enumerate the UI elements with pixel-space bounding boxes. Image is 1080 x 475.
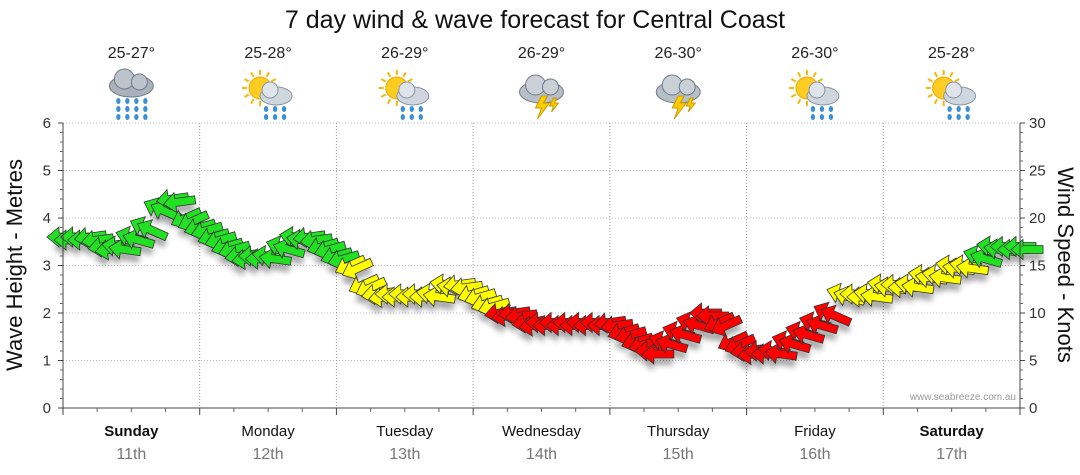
day-date: 17th — [936, 446, 967, 463]
temperature-range: 25-27° — [108, 45, 155, 62]
left-tick-label: 0 — [43, 400, 51, 417]
day-date: 14th — [526, 446, 557, 463]
day-date: 16th — [799, 446, 830, 463]
temperature-range: 26-30° — [791, 45, 838, 62]
wind-arrow — [136, 219, 169, 242]
sun-rain-icon — [788, 70, 840, 120]
day-name: Thursday — [647, 423, 710, 440]
right-tick-label: 5 — [1029, 353, 1037, 370]
temperature-range: 26-30° — [655, 45, 702, 62]
grid-lines — [63, 122, 1020, 408]
wind-arrow — [162, 191, 197, 214]
temperature-range: 25-28° — [928, 45, 975, 62]
left-tick-label: 2 — [43, 305, 51, 322]
day-name: Saturday — [920, 423, 985, 440]
storm-icon — [519, 74, 564, 120]
wind-arrow — [1010, 238, 1044, 261]
day-name: Sunday — [104, 423, 159, 440]
chart-title: 7 day wind & wave forecast for Central C… — [285, 6, 785, 34]
right-axis-label: Wind Speed - Knots — [1053, 167, 1078, 363]
wind-arrows — [46, 188, 1044, 366]
temperature-range: 26-29° — [518, 45, 565, 62]
axes: 0 1 2 3 4 5 6 0 5 10 15 20 25 30 — [43, 115, 1046, 417]
left-tick-label: 5 — [43, 163, 51, 180]
wind-arrow — [641, 343, 675, 365]
storm-icon — [655, 74, 701, 120]
sun-rain-icon — [378, 70, 430, 120]
day-date: 12th — [253, 446, 284, 463]
rain-cloud-icon — [108, 68, 154, 120]
left-tick-label: 4 — [43, 210, 51, 227]
wind-arrow — [341, 257, 374, 280]
day-name: Tuesday — [376, 423, 433, 440]
day-name: Friday — [794, 423, 836, 440]
right-tick-label: 0 — [1029, 400, 1037, 417]
sun-rain-icon — [242, 70, 293, 120]
right-tick-label: 10 — [1029, 305, 1046, 322]
day-labels: Sunday 11th Monday 12th Tuesday 13th Wednesday… — [104, 423, 984, 463]
weather-icons: 25-27° 25-28° 26-29° 26-29° 26-30° 26-30° 25-2… — [108, 45, 977, 120]
wind-arrow — [711, 314, 744, 337]
wind-arrow — [820, 304, 853, 327]
left-axis-label: Wave Height - Metres — [2, 159, 27, 371]
day-date: 15th — [663, 446, 694, 463]
right-tick-label: 20 — [1029, 210, 1046, 227]
sun-rain-icon — [925, 70, 977, 120]
credit-label: www.seabreeze.com.au — [909, 392, 1016, 403]
left-tick-label: 6 — [43, 115, 51, 132]
temperature-range: 26-29° — [381, 45, 428, 62]
left-tick-label: 1 — [43, 353, 51, 370]
right-tick-label: 15 — [1029, 258, 1046, 275]
day-date: 11th — [116, 446, 146, 463]
left-tick-label: 3 — [43, 258, 51, 275]
right-tick-label: 25 — [1029, 163, 1046, 180]
temperature-range: 25-28° — [244, 45, 291, 62]
right-tick-label: 30 — [1029, 115, 1046, 132]
day-date: 13th — [389, 446, 420, 463]
day-name: Wednesday — [502, 423, 581, 440]
day-name: Monday — [241, 423, 295, 440]
